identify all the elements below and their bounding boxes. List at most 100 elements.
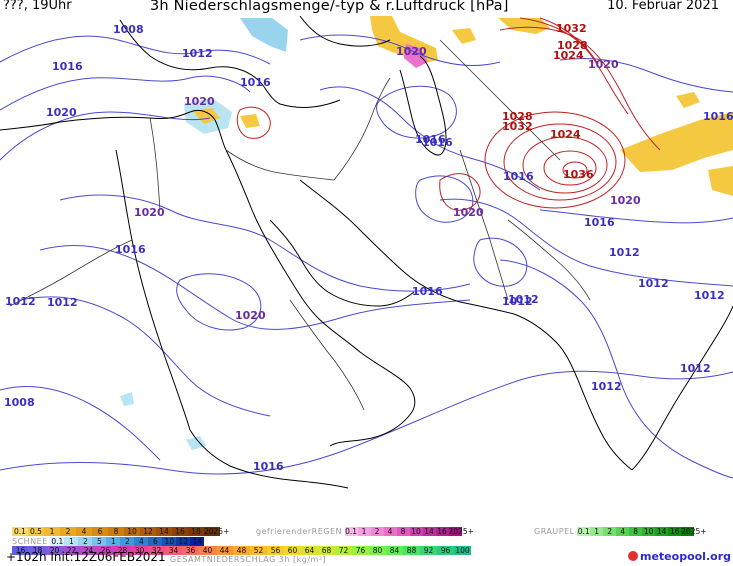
border-sudan <box>9 239 133 307</box>
legend-graupel: GRAUPEL 0.1 1 2 4 8 10 14 16 2025+ <box>534 527 707 536</box>
precip-rain-caspian <box>452 28 476 44</box>
legend-total-cell: 24 <box>80 546 97 555</box>
legend-snow-scale: 0.1 1 2 5 1 2 4 6 10 12 14 <box>50 537 205 546</box>
isobar-1016-iran <box>319 86 541 191</box>
legend-total-cell: 36 <box>182 546 199 555</box>
legend-snow-cell: 0.1 <box>50 537 65 546</box>
isobars-low <box>0 34 733 479</box>
isobar-1020-west <box>0 111 211 161</box>
isobar-label: 1016 <box>703 110 733 123</box>
legend-rain-cell: 10 <box>124 527 140 536</box>
logo-text: meteopool.org <box>640 550 731 563</box>
legend-total-cell: 26 <box>97 546 114 555</box>
legend-total-cell: 76 <box>352 546 369 555</box>
legend-rain-cell: 12 <box>140 527 156 536</box>
coastlines <box>0 16 733 489</box>
legend-snow-cell: 5 <box>92 537 107 546</box>
map-background <box>0 16 733 524</box>
isobar-1024-closed-afghan <box>439 173 481 211</box>
isobar-1020-caucasus <box>299 34 501 67</box>
legend-rain-cell: 14 <box>156 527 172 536</box>
isobar-1016-himalaya <box>539 209 733 224</box>
isobar-1008-africa <box>0 385 161 461</box>
isobar-label: 1016 <box>422 136 453 149</box>
isobar-label: 1016 <box>584 216 615 229</box>
legend-total-cell: 48 <box>233 546 250 555</box>
isobar-label: 1016 <box>415 133 446 146</box>
isobars-high <box>236 17 661 211</box>
map-title: 3h Niederschlagsmenge/-typ & r.Luftdruck… <box>150 0 509 14</box>
isobar-label: 1008 <box>4 396 35 409</box>
border-central-asia <box>439 39 561 161</box>
isobar-label: 1016 <box>52 60 83 73</box>
isobar-label: 1012 <box>508 293 539 306</box>
legend-total-cell: 64 <box>301 546 318 555</box>
legend-total-cell: 20 <box>46 546 63 555</box>
legend-rain-cell: 2025+ <box>204 527 230 536</box>
isobar-label: 1020 <box>453 206 484 219</box>
logo-dot-icon <box>628 551 638 561</box>
legend-graupel-cell: 10 <box>642 527 656 536</box>
legend-rain: 0.1 0.5 1 2 4 6 8 10 12 14 16 18 2025+ <box>12 527 230 536</box>
legend-rain-cell: 18 <box>188 527 204 536</box>
border-pakistan-india <box>507 219 591 301</box>
isobar-label: 1012 <box>5 295 36 308</box>
legend-snow-cell: 14 <box>190 537 205 546</box>
precip-rain-steppe <box>498 18 550 34</box>
precip-rain-china-north <box>676 92 700 108</box>
borders <box>9 39 591 411</box>
coast-india-east <box>631 305 733 471</box>
isobar-label: 1016 <box>503 170 534 183</box>
border-iran-pakistan <box>459 149 509 301</box>
coast-mediterranean-north <box>119 19 341 108</box>
isobar-label: 1024 <box>553 49 584 62</box>
isobar-label: 1016 <box>253 460 284 473</box>
legend-total-cell: 32 <box>148 546 165 555</box>
legend-total-cell: 72 <box>335 546 352 555</box>
coast-black-sea-south <box>299 16 391 47</box>
legend-total-cell: 84 <box>386 546 403 555</box>
coast-red-sea-west <box>115 149 191 431</box>
legend-total-cell: 68 <box>318 546 335 555</box>
legend-freezing-rain-cell: 1 <box>357 527 371 536</box>
isobar-1016-south <box>0 370 733 475</box>
legend-total-cell: 88 <box>403 546 420 555</box>
legend-total-cell: 60 <box>284 546 301 555</box>
legend-rain-cell: 1 <box>44 527 60 536</box>
isobar-label: 1016 <box>115 243 146 256</box>
legend-total-cell: 16 <box>12 546 29 555</box>
legend-rain-cell: 0.5 <box>28 527 44 536</box>
legend-total-cell: 30 <box>131 546 148 555</box>
legend-total-cell: 92 <box>420 546 437 555</box>
isobar-1028-north <box>499 26 661 151</box>
isobar-labels: 1008 1012 1016 1016 1020 1020 1012 1016 … <box>4 22 733 473</box>
legend-freezing-rain-cell: 4 <box>383 527 397 536</box>
legend-graupel-cell: 16 <box>668 527 682 536</box>
isobar-label: 1020 <box>46 106 77 119</box>
isobar-label: 1020 <box>134 206 165 219</box>
precip-rain-china-south <box>708 166 733 196</box>
isobar-1012-india-east <box>499 259 733 479</box>
legend-rain-cell: 16 <box>172 527 188 536</box>
border-saudi-jordan <box>225 149 335 181</box>
isobar-label: 1028 <box>502 110 533 123</box>
legend-freezing-rain-cell: 8 <box>396 527 410 536</box>
border-iraq-iran <box>333 77 391 181</box>
isobar-1036-high <box>543 150 597 186</box>
legend-total-cell: 34 <box>165 546 182 555</box>
precip-rain-levant <box>192 108 220 124</box>
legend-freezing-rain-cell: 2 <box>370 527 384 536</box>
isobar-label: 1012 <box>502 295 533 308</box>
isobar-1036-north <box>539 17 599 65</box>
isobar-1028-high <box>503 123 617 201</box>
legend-graupel-scale: 0.1 1 2 4 8 10 14 16 2025+ <box>577 527 707 536</box>
coast-india-west <box>459 301 633 471</box>
isobar-label: 1012 <box>609 246 640 259</box>
legend-freezing-rain-scale: 0.1 1 2 4 8 10 14 16 2025+ <box>344 527 474 536</box>
isobar-label: 1020 <box>610 194 641 207</box>
legend-total-caption: GESAMTNIEDERSCHLAG 3h [kg/m²] <box>170 555 326 564</box>
brand-logo[interactable]: meteopool.org <box>628 550 731 563</box>
legend-rain-cell: 6 <box>92 527 108 536</box>
isobar-1016-central <box>39 245 471 330</box>
